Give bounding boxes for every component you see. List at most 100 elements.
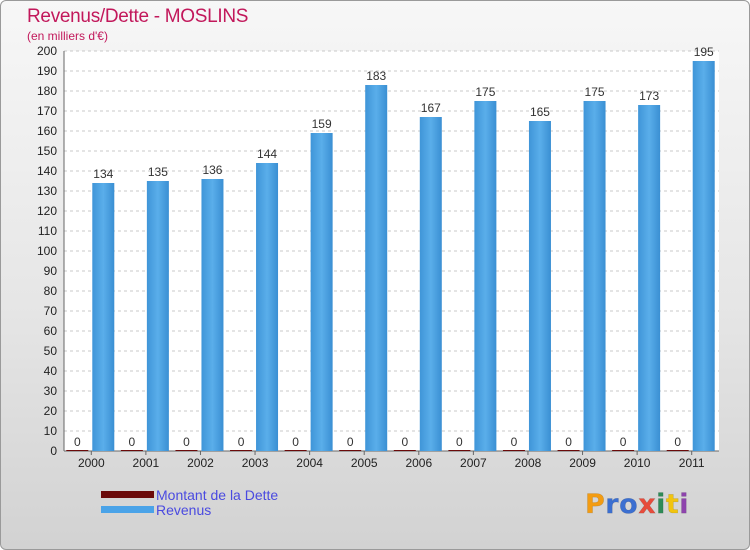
revenue-value-label: 175: [585, 85, 605, 99]
revenue-value-label: 195: [694, 45, 714, 59]
logo-letter: o: [619, 489, 639, 521]
debt-bar: [284, 450, 307, 451]
x-tick-label: 2005: [351, 456, 378, 470]
x-tick-label: 2004: [296, 456, 323, 470]
y-tick-label: 50: [44, 344, 58, 358]
revenue-value-label: 167: [421, 101, 441, 115]
y-tick-label: 90: [44, 264, 58, 278]
y-tick-label: 80: [44, 284, 58, 298]
x-tick-label: 2006: [405, 456, 432, 470]
x-tick-label: 2000: [78, 456, 105, 470]
revenue-bar: [474, 101, 497, 451]
y-tick-label: 110: [38, 224, 57, 238]
x-tick-label: 2001: [133, 456, 160, 470]
y-tick-label: 10: [44, 424, 58, 438]
debt-value-label: 0: [511, 435, 518, 449]
revenue-bar: [528, 121, 551, 451]
logo-letter: i: [679, 489, 690, 521]
legend-label-debt: Montant de la Dette: [156, 486, 279, 503]
x-tick-label: 2010: [624, 456, 651, 470]
debt-bar: [502, 450, 525, 451]
x-tick-label: 2008: [515, 456, 542, 470]
revenue-value-label: 183: [366, 69, 386, 83]
revenue-bar: [638, 105, 661, 451]
revenue-value-label: 136: [202, 163, 222, 177]
debt-value-label: 0: [565, 435, 572, 449]
y-tick-label: 170: [37, 104, 57, 118]
revenue-bar: [365, 85, 388, 451]
revenue-bar: [146, 181, 169, 451]
revenue-bar: [692, 61, 715, 451]
y-tick-label: 150: [37, 144, 57, 158]
x-tick-label: 2011: [679, 456, 705, 470]
y-tick-label: 200: [37, 44, 57, 58]
x-tick-label: 2007: [460, 456, 487, 470]
debt-bar: [666, 450, 689, 451]
y-tick-label: 180: [37, 84, 57, 98]
revenue-value-label: 159: [312, 117, 332, 131]
revenue-bar: [201, 179, 224, 451]
revenue-bar: [419, 117, 442, 451]
legend-item-revenue: Revenus: [101, 501, 278, 518]
y-tick-label: 20: [44, 404, 58, 418]
debt-value-label: 0: [183, 435, 190, 449]
debt-value-label: 0: [620, 435, 627, 449]
debt-bar: [393, 450, 416, 451]
chart-subtitle: (en milliers d'€): [27, 29, 108, 43]
revenue-value-label: 135: [148, 165, 168, 179]
debt-bar: [448, 450, 471, 451]
y-tick-label: 120: [37, 204, 57, 218]
debt-bar: [557, 450, 580, 451]
legend: Montant de la Dette Revenus: [101, 486, 279, 518]
revenue-value-label: 173: [639, 89, 659, 103]
debt-value-label: 0: [401, 435, 408, 449]
debt-value-label: 0: [456, 435, 463, 449]
revenue-value-label: 134: [93, 167, 113, 181]
logo-letter: x: [638, 489, 657, 521]
y-tick-label: 40: [44, 364, 58, 378]
revenue-bar: [256, 163, 279, 451]
chart-title: Revenus/Dette - MOSLINS: [27, 6, 249, 27]
logo-letter: P: [585, 489, 606, 521]
revenue-value-label: 175: [475, 85, 495, 99]
revenue-value-label: 144: [257, 147, 277, 161]
legend-item-debt: Montant de la Dette: [101, 486, 279, 503]
legend-swatch-debt: [101, 491, 154, 498]
y-tick-label: 70: [44, 304, 58, 318]
debt-bar: [339, 450, 362, 451]
x-tick-label: 2009: [569, 456, 596, 470]
y-tick-label: 190: [37, 64, 57, 78]
debt-bar: [230, 450, 253, 451]
logo-letter: i: [656, 489, 666, 521]
revenue-value-label: 165: [530, 105, 550, 119]
revenue-bar: [310, 133, 333, 451]
y-tick-label: 100: [37, 244, 57, 258]
logo-letter: t: [665, 489, 680, 521]
y-tick-label: 160: [37, 124, 57, 138]
proxiti-logo: Proxiti: [585, 489, 690, 521]
legend-label-revenue: Revenus: [156, 501, 212, 518]
debt-value-label: 0: [292, 435, 299, 449]
y-tick-label: 30: [44, 384, 58, 398]
debt-bar: [66, 450, 89, 451]
revenue-bar: [92, 183, 115, 451]
debt-value-label: 0: [347, 435, 354, 449]
debt-bar: [175, 450, 198, 451]
y-tick-label: 140: [37, 164, 57, 178]
legend-swatch-revenue: [101, 506, 154, 513]
y-tick-label: 0: [50, 444, 57, 458]
logo-letter: r: [605, 489, 620, 521]
debt-bar: [120, 450, 143, 451]
debt-value-label: 0: [74, 435, 81, 449]
debt-value-label: 0: [129, 435, 136, 449]
y-tick-label: 60: [44, 324, 58, 338]
debt-bar: [612, 450, 635, 451]
revenue-bar: [583, 101, 606, 451]
debt-value-label: 0: [238, 435, 245, 449]
y-tick-label: 130: [37, 184, 57, 198]
x-tick-label: 2003: [242, 456, 269, 470]
x-tick-label: 2002: [187, 456, 214, 470]
debt-value-label: 0: [674, 435, 681, 449]
